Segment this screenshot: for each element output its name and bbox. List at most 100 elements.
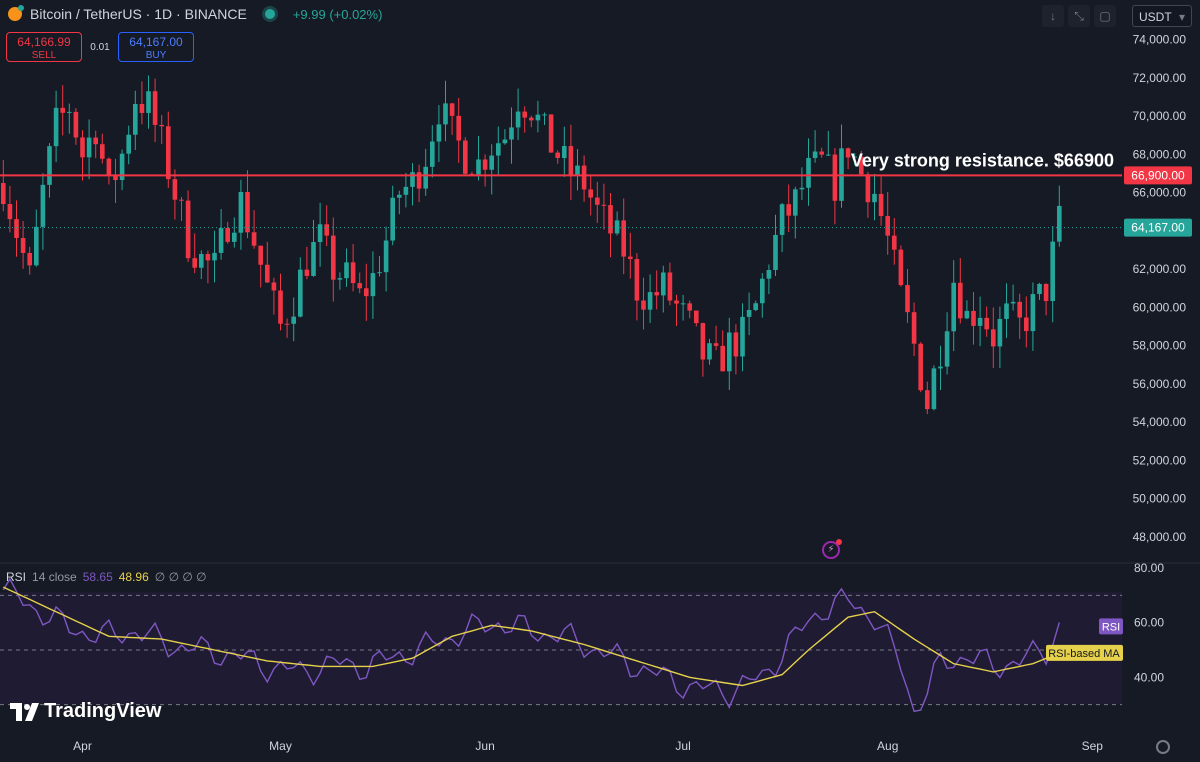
sell-button[interactable]: 64,166.99 SELL (6, 32, 82, 62)
rsi-legend[interactable]: RSI 14 close 58.65 48.96 ∅ ∅ ∅ ∅ (6, 570, 207, 584)
rsi-line (2, 577, 1060, 713)
collapse-icon[interactable]: ⤡ (1068, 5, 1090, 27)
candle-body (660, 272, 666, 296)
candle-body (792, 189, 798, 216)
spread-value: 0.01 (90, 41, 110, 53)
candle-body (238, 191, 244, 233)
candle-body (707, 343, 712, 360)
candle-body (878, 193, 884, 217)
candle-body (1037, 283, 1042, 295)
x-tick-label: Aug (877, 739, 898, 753)
symbol-header[interactable]: Bitcoin / TetherUS · 1D · BINANCE +9.99 … (8, 5, 382, 22)
rsi-value: 58.65 (82, 570, 113, 584)
rsi-params: 14 close (32, 570, 77, 584)
candle-body (621, 220, 627, 257)
candle-body (891, 235, 897, 250)
candle-body (614, 220, 620, 234)
resistance-annotation: Very strong resistance. $66900 (851, 150, 1114, 170)
candle-body (231, 232, 237, 242)
candle-body (14, 219, 19, 239)
candle-body (918, 343, 924, 391)
fullscreen-icon[interactable]: ▢ (1094, 5, 1116, 27)
candle-body (1004, 303, 1009, 319)
candle-body (278, 290, 283, 324)
tradingview-mark-icon (10, 702, 39, 721)
candle-body (20, 238, 26, 253)
symbol-title: Bitcoin / TetherUS · 1D · BINANCE (30, 6, 247, 22)
candle-body (93, 137, 99, 145)
y-tick-label: 72,000.00 (1133, 71, 1187, 85)
candle-body (1010, 301, 1016, 304)
candle-body (495, 143, 501, 156)
candle-body (476, 159, 481, 176)
candle-body (482, 159, 488, 170)
candle-body (852, 156, 858, 158)
candle-body (951, 282, 957, 332)
tradingview-logo[interactable]: TradingView (10, 700, 161, 723)
sell-price: 64,166.99 (17, 35, 71, 49)
candle-body (245, 191, 250, 233)
candle-body (938, 366, 943, 369)
candle-body (106, 158, 112, 176)
candle-body (7, 204, 13, 220)
candle-body (858, 156, 864, 175)
candle-body (568, 146, 574, 177)
y-tick-label: 58,000.00 (1133, 339, 1187, 353)
candle-body (872, 193, 877, 203)
candle-body (766, 270, 772, 279)
candle-body (350, 262, 356, 284)
candle-body (146, 91, 151, 113)
candle-body (225, 228, 231, 242)
x-tick-label: Sep (1082, 739, 1104, 753)
currency-select[interactable]: USDT (1132, 5, 1192, 28)
candle-body (924, 390, 930, 410)
candle-body (594, 197, 600, 205)
candle-body (905, 285, 910, 313)
candle-body (654, 292, 660, 296)
candle-body (119, 153, 125, 181)
candle-body (344, 262, 349, 279)
candle-body (634, 259, 640, 301)
candle-body (806, 158, 811, 188)
candle-body (819, 151, 825, 155)
candle-body (489, 155, 495, 170)
y-tick-label: 56,000.00 (1133, 377, 1187, 391)
candle-body (601, 204, 607, 206)
candle-body (179, 199, 184, 201)
rsi-ma-tag-bg (1046, 644, 1123, 661)
rsi-tag: RSI (1102, 621, 1120, 633)
candle-body (759, 278, 765, 304)
market-open-icon (264, 9, 275, 19)
candle-body (773, 234, 778, 271)
candle-body (449, 103, 455, 116)
candle-body (746, 310, 752, 317)
y-tick-label: 52,000.00 (1133, 453, 1187, 467)
candle-body (311, 242, 316, 276)
candle-body (588, 189, 594, 198)
candle-body (931, 368, 937, 410)
candle-body (258, 245, 264, 265)
gear-icon[interactable] (1156, 740, 1170, 754)
buy-button[interactable]: 64,167.00 BUY (118, 32, 194, 62)
candle-body (198, 253, 204, 268)
candle-body (1056, 205, 1062, 242)
candle-body (218, 228, 224, 253)
rsi-ma-line (3, 586, 1060, 687)
candle-body (898, 249, 904, 286)
lightning-icon[interactable]: ⚡ (822, 539, 842, 559)
candle-body (357, 283, 363, 289)
candle-body (139, 103, 145, 113)
candle-body (740, 316, 745, 357)
y-tick-label: 60,000.00 (1133, 300, 1187, 314)
rsi-tag-bg (1099, 618, 1123, 635)
candle-body (330, 235, 336, 280)
candle-body (324, 224, 330, 236)
rsi-ma-value: 48.96 (118, 570, 149, 584)
arrow-down-icon[interactable]: ↓ (1042, 5, 1064, 27)
candle-body (264, 264, 270, 283)
candle-body (126, 134, 132, 154)
candle-body (284, 323, 290, 325)
candle-body (165, 126, 171, 180)
logo-text: TradingView (44, 700, 162, 722)
